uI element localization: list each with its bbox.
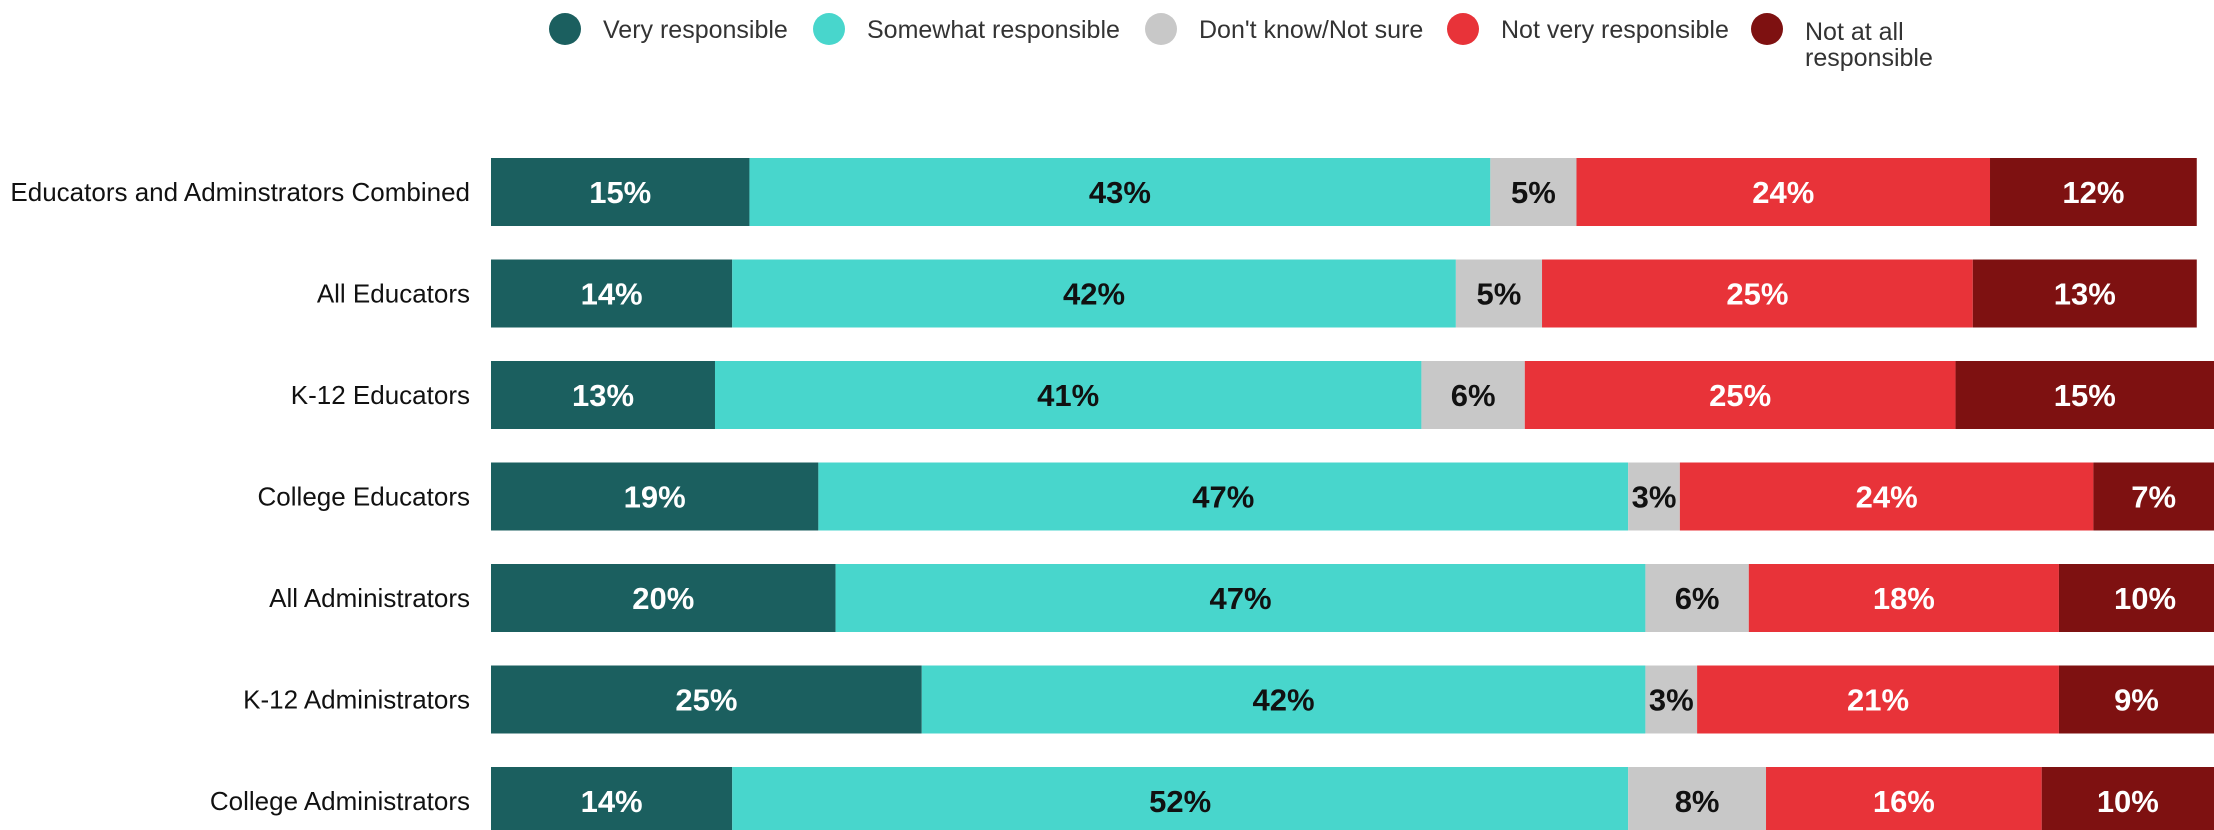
bar-k-12-administrators-very-responsible: [491, 665, 922, 734]
data-label-all-administrators-somewhat-responsible: 47%: [1209, 581, 1271, 616]
data-labels: 15% 43% 5% 24% 12% 14% 42% 5% 25% 13% 13% 41% 6% 25% 1…: [572, 175, 2176, 819]
data-label-all-educators-not-at-all-responsible: 13%: [2054, 277, 2116, 312]
data-label-all-administrators-not-at-all-responsible: 10%: [2114, 581, 2176, 616]
data-label-all-educators-somewhat-responsible: 42%: [1063, 277, 1125, 312]
data-label-college-educators-somewhat-responsible: 47%: [1192, 480, 1254, 515]
data-label-college-administrators-not-at-all-responsible: 10%: [2097, 784, 2159, 819]
data-label-educators-and-adminstrators-combined-don-t-know-not-sure: 5%: [1511, 175, 1556, 210]
data-label-k-12-administrators-not-very-responsible: 21%: [1847, 683, 1909, 718]
bar-college-educators-somewhat-responsible: [818, 462, 1629, 531]
bar-all-educators-not-very-responsible: [1542, 259, 1973, 328]
data-label-all-administrators-not-very-responsible: 18%: [1873, 581, 1935, 616]
bar-all-administrators-very-responsible: [491, 564, 836, 632]
legend-label-don-t-know-not-sure: Don't know/Not sure: [1199, 16, 1423, 44]
bar-k-12-educators-not-at-all-responsible: [1955, 361, 2214, 429]
bar-all-administrators-not-at-all-responsible: [2058, 564, 2214, 632]
bar-k-12-educators-not-very-responsible: [1524, 361, 1956, 429]
data-label-all-administrators-don-t-know-not-sure: 6%: [1675, 581, 1720, 616]
legend-marker-somewhat-responsible: [813, 13, 845, 45]
bar-k-12-administrators-not-very-responsible: [1697, 665, 2059, 734]
category-label-college-educators: College Educators: [258, 482, 470, 512]
bar-all-educators-somewhat-responsible: [732, 259, 1456, 328]
category-label-college-administrators: College Administrators: [210, 786, 470, 816]
legend-marker-very-responsible: [549, 13, 581, 45]
legend-marker-not-at-all-responsible: [1751, 13, 1783, 45]
bar-k-12-administrators-don-t-know-not-sure: [1645, 665, 1698, 734]
category-labels: Educators and Adminstrators Combined All …: [10, 177, 470, 816]
bar-all-administrators-not-very-responsible: [1748, 564, 2059, 632]
category-label-educators-and-adminstrators-combined: Educators and Adminstrators Combined: [10, 177, 470, 207]
data-label-college-educators-very-responsible: 19%: [624, 480, 686, 515]
legend-label-very-responsible: Very responsible: [603, 16, 788, 44]
bar-k-12-administrators-somewhat-responsible: [921, 665, 1646, 734]
data-label-educators-and-adminstrators-combined-very-responsible: 15%: [589, 175, 651, 210]
data-label-college-administrators-not-very-responsible: 16%: [1873, 784, 1935, 819]
bar-college-administrators-not-at-all-responsible: [2041, 767, 2214, 830]
data-label-college-administrators-very-responsible: 14%: [581, 784, 643, 819]
bar-all-administrators-don-t-know-not-sure: [1645, 564, 1749, 632]
data-label-k-12-administrators-somewhat-responsible: 42%: [1253, 683, 1315, 718]
legend-label-not-at-all-responsible: Not at all responsible: [1805, 18, 1933, 72]
data-label-college-administrators-somewhat-responsible: 52%: [1149, 784, 1211, 819]
data-label-all-educators-not-very-responsible: 25%: [1726, 277, 1788, 312]
bar-college-educators-don-t-know-not-sure: [1628, 462, 1680, 531]
bar-college-administrators-don-t-know-not-sure: [1628, 767, 1767, 830]
bar-k-12-administrators-not-at-all-responsible: [2058, 665, 2214, 734]
data-label-all-administrators-very-responsible: 20%: [632, 581, 694, 616]
bar-k-12-educators-somewhat-responsible: [714, 361, 1422, 429]
data-label-educators-and-adminstrators-combined-not-very-responsible: 24%: [1752, 175, 1814, 210]
bars: [491, 158, 2214, 830]
data-label-college-administrators-don-t-know-not-sure: 8%: [1675, 784, 1720, 819]
data-label-k-12-educators-somewhat-responsible: 41%: [1037, 378, 1099, 413]
category-label-k-12-administrators: K-12 Administrators: [243, 685, 470, 715]
data-label-k-12-educators-very-responsible: 13%: [572, 378, 634, 413]
data-label-all-educators-very-responsible: 14%: [581, 277, 643, 312]
bar-college-administrators-not-very-responsible: [1766, 767, 2042, 830]
legend-marker-not-very-responsible: [1447, 13, 1479, 45]
category-label-k-12-educators: K-12 Educators: [291, 380, 470, 410]
bar-educators-and-adminstrators-combined-very-responsible: [491, 158, 750, 226]
category-label-all-administrators: All Administrators: [269, 583, 470, 613]
bar-k-12-educators-very-responsible: [491, 361, 715, 429]
data-label-k-12-administrators-don-t-know-not-sure: 3%: [1649, 683, 1694, 718]
bar-all-educators-very-responsible: [491, 259, 733, 328]
bar-all-administrators-somewhat-responsible: [835, 564, 1646, 632]
bar-educators-and-adminstrators-combined-somewhat-responsible: [749, 158, 1491, 226]
bar-college-educators-not-very-responsible: [1679, 462, 2094, 531]
data-label-k-12-administrators-not-at-all-responsible: 9%: [2114, 683, 2159, 718]
bar-educators-and-adminstrators-combined-not-very-responsible: [1576, 158, 1991, 226]
legend-label-somewhat-responsible: Somewhat responsible: [867, 16, 1120, 44]
bar-college-administrators-very-responsible: [491, 767, 733, 830]
bar-college-educators-very-responsible: [491, 462, 819, 531]
data-label-educators-and-adminstrators-combined-not-at-all-responsible: 12%: [2062, 175, 2124, 210]
data-label-college-educators-not-at-all-responsible: 7%: [2131, 480, 2176, 515]
legend-marker-don-t-know-not-sure: [1145, 13, 1177, 45]
bar-all-educators-not-at-all-responsible: [1972, 259, 2197, 328]
bar-educators-and-adminstrators-combined-don-t-know-not-sure: [1490, 158, 1577, 226]
data-label-all-educators-don-t-know-not-sure: 5%: [1477, 277, 1522, 312]
data-label-college-educators-don-t-know-not-sure: 3%: [1632, 480, 1677, 515]
bar-college-administrators-somewhat-responsible: [732, 767, 1629, 830]
bar-college-educators-not-at-all-responsible: [2093, 462, 2214, 531]
data-label-k-12-educators-not-at-all-responsible: 15%: [2054, 378, 2116, 413]
category-label-all-educators: All Educators: [317, 279, 470, 309]
data-label-k-12-educators-not-very-responsible: 25%: [1709, 378, 1771, 413]
legend-label-not-very-responsible: Not very responsible: [1501, 16, 1729, 44]
bar-k-12-educators-don-t-know-not-sure: [1421, 361, 1525, 429]
data-label-k-12-administrators-very-responsible: 25%: [675, 683, 737, 718]
bar-all-educators-don-t-know-not-sure: [1455, 259, 1543, 328]
data-label-k-12-educators-don-t-know-not-sure: 6%: [1451, 378, 1496, 413]
legend: Very responsible Somewhat responsible Don'…: [549, 13, 1933, 72]
data-label-college-educators-not-very-responsible: 24%: [1856, 480, 1918, 515]
data-label-educators-and-adminstrators-combined-somewhat-responsible: 43%: [1089, 175, 1151, 210]
bar-educators-and-adminstrators-combined-not-at-all-responsible: [1990, 158, 2197, 226]
